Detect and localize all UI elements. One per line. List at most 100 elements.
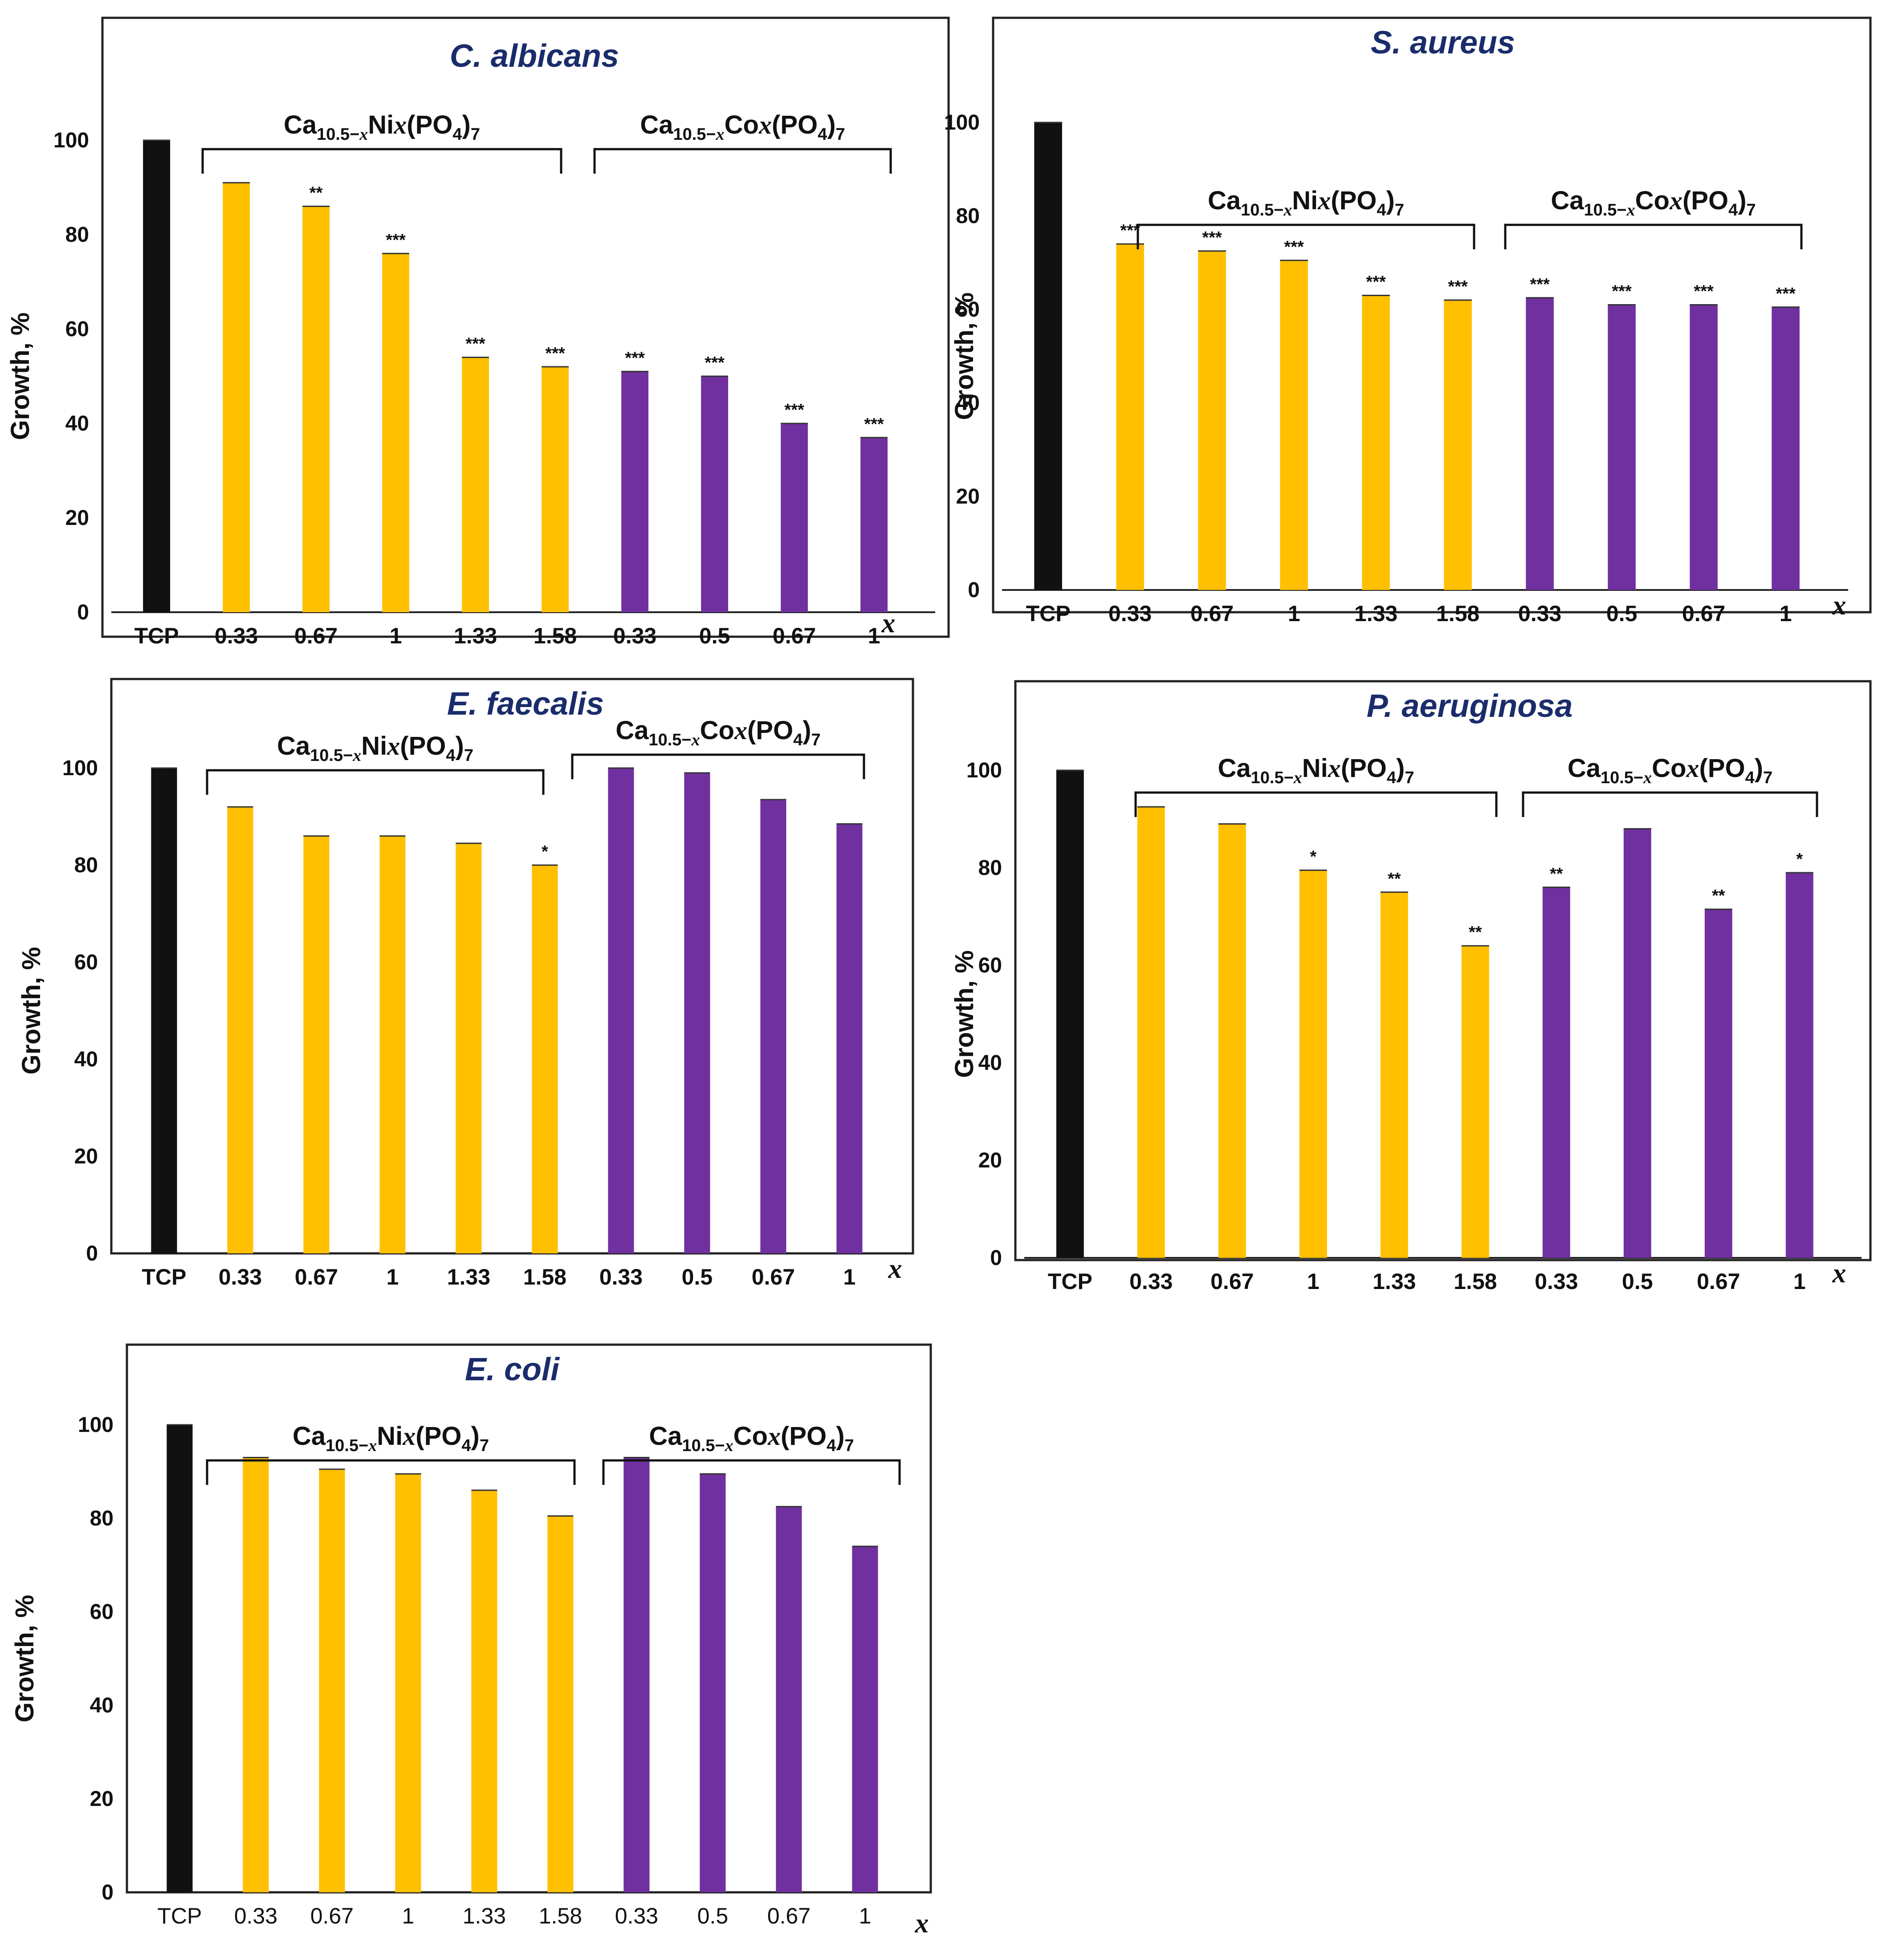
significance-label: *** [1202,228,1222,247]
bracket-ni [1134,791,1498,817]
x-tick-label: 0.33 [599,1265,643,1289]
chart-title: E. faecalis [447,686,604,722]
x-tick-label: TCP [142,1265,186,1289]
significance-label: *** [1694,282,1714,301]
bar-ni-3 [395,1474,421,1892]
bracket-ni [1137,224,1475,249]
significance-label: ** [1712,886,1725,905]
significance-label: *** [1612,282,1632,301]
x-tick-label: 0.67 [1682,601,1725,626]
x-tick-label: 0.5 [697,1903,729,1928]
bar-ni-4 [1380,892,1408,1258]
significance-label: *** [465,335,485,354]
x-tick-label: 0.33 [215,623,258,648]
bar-co-9 [852,1546,878,1892]
x-tick-label: 1.33 [463,1903,506,1928]
bracket-ni [201,148,562,174]
bar-control-0 [143,140,171,612]
bar-ni-1 [227,807,253,1253]
y-tick-label: 40 [956,391,980,415]
x-axis-variable: x [881,608,896,638]
x-tick-label: 0.67 [1210,1269,1254,1294]
significance-label: *** [784,401,804,419]
plot-frame [992,16,1872,614]
bracket-co [1522,791,1818,817]
y-tick-label: 60 [978,954,1002,977]
x-axis-variable: x [915,1908,929,1939]
group-label-ni: Ca10.5−xNix(PO4)7 [1218,754,1414,787]
bar-ni-3 [1299,870,1327,1258]
x-tick-label: 1 [386,1265,399,1289]
x-tick-label: 0.67 [1697,1269,1740,1294]
y-tick-label: 80 [978,856,1002,880]
x-tick-label: 0.67 [773,623,816,648]
bar-co-7 [701,376,729,612]
bar-co-9 [1772,307,1800,590]
significance-label: ** [1469,923,1482,942]
y-tick-label: 40 [90,1694,114,1717]
group-label-co: Ca10.5−xCox(PO4)7 [1551,186,1756,220]
y-tick-label: 100 [966,759,1002,782]
bar-co-9 [836,824,863,1253]
x-tick-label: 0.33 [615,1903,658,1928]
y-tick-label: 100 [62,756,98,780]
chart-panel-3: E. faecalis 0 20 40 60 80 100 Growth, % TCP 0.33 0… [17,678,914,1289]
chart-title: S. aureus [1371,25,1515,61]
x-tick-label: 1.58 [1436,601,1479,626]
group-label-ni: Ca10.5−xNix(PO4)7 [1208,186,1404,220]
bar-ni-3 [1280,260,1308,590]
y-axis-label: Growth, % [950,293,979,420]
bar-co-8 [781,423,808,612]
bar-control-0 [167,1425,193,1892]
y-tick-label: 60 [65,317,89,341]
significance-label: * [542,842,548,861]
bar-co-6 [623,1457,650,1892]
significance-label: *** [1284,238,1304,256]
chart-panel-2: S. aureus 0 20 40 60 80 100 Growth, % TCP *** 0.33… [944,16,1872,626]
y-tick-label: 0 [86,1242,98,1265]
x-tick-label: 0.33 [1535,1269,1578,1294]
bar-ni-5 [542,366,569,612]
y-axis-label: Growth, % [10,1595,39,1723]
chart-panel-1: C. albicans 0 20 40 60 80 100 Growth, % TCP 0.33 *… [6,16,950,648]
bar-co-8 [1690,305,1718,590]
x-tick-label: 0.5 [1622,1269,1653,1294]
y-tick-label: 0 [968,578,980,602]
x-tick-label: 1 [402,1903,414,1928]
group-label-ni: Ca10.5−xNix(PO4)7 [284,110,480,144]
bar-co-9 [860,437,888,612]
y-axis-label: Growth, % [950,950,979,1078]
group-label-co: Ca10.5−xCox(PO4)7 [649,1422,854,1455]
y-tick-label: 60 [90,1600,114,1624]
x-tick-label: 1.58 [523,1265,566,1289]
bar-ni-4 [462,357,489,612]
x-tick-label: 1 [859,1903,871,1928]
bar-ni-2 [302,206,330,612]
significance-label: *** [705,354,725,372]
x-tick-label: 1.58 [534,623,577,648]
x-tick-label: 0.67 [752,1265,795,1289]
y-tick-label: 40 [65,412,89,435]
x-tick-label: 1 [1780,601,1792,626]
y-tick-label: 20 [65,506,89,530]
bracket-ni [206,1459,576,1485]
x-tick-label: 0.5 [1606,601,1638,626]
y-tick-label: 0 [990,1246,1002,1270]
group-label-co: Ca10.5−xCox(PO4)7 [1568,754,1772,787]
bar-co-8 [1704,909,1732,1258]
group-label-co: Ca10.5−xCox(PO4)7 [615,716,820,749]
x-tick-label: 0.33 [219,1265,262,1289]
significance-label: ** [1550,865,1563,883]
x-tick-label: 1 [843,1265,855,1289]
significance-label: *** [1448,277,1468,296]
y-tick-label: 40 [978,1051,1002,1075]
bar-co-8 [760,799,786,1253]
x-tick-label: 1 [1307,1269,1320,1294]
x-tick-label: 1 [868,623,880,648]
bar-control-0 [151,768,177,1253]
x-tick-label: 1.58 [539,1903,582,1928]
significance-label: *** [545,344,565,363]
significance-label: *** [386,231,406,249]
significance-label: * [1310,847,1316,866]
bar-ni-2 [1198,251,1226,590]
